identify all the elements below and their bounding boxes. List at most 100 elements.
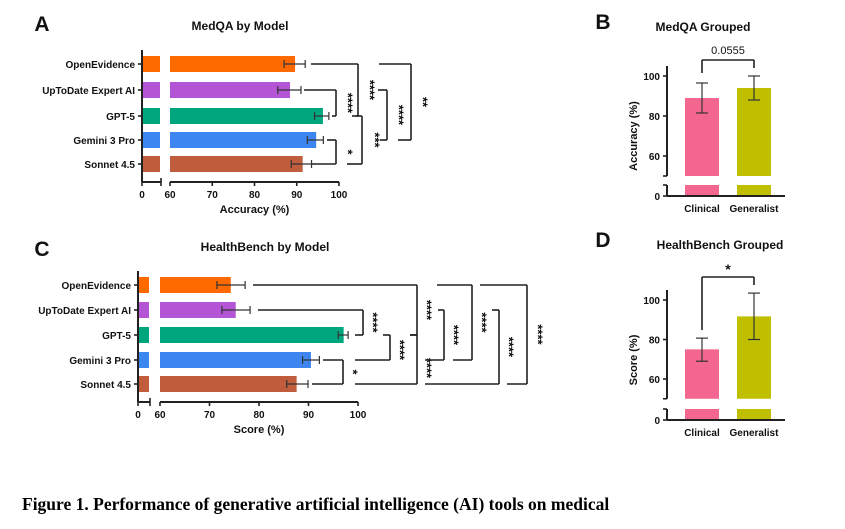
significance-bracket: **** (480, 284, 546, 385)
category-label: Gemini 3 Pro (73, 136, 135, 147)
significance-bracket: * (312, 139, 356, 165)
category-label: OpenEvidence (62, 281, 132, 292)
bar-sonnet-4.5-low (143, 156, 160, 172)
significance-bracket: **** (253, 284, 435, 336)
significance-label: **** (420, 300, 435, 321)
category-label: UpToDate Expert AI (38, 306, 131, 317)
significance-label: **** (447, 325, 462, 346)
panel-letter: A (34, 13, 49, 36)
x-tick-label: Clinical (684, 428, 720, 439)
significance-bracket: **** (437, 284, 490, 361)
significance-bracket: **** (425, 309, 462, 361)
panel-B: B MedQA Grouped 0 60 80 100 Accuracy (%) Clinic… (595, 11, 785, 215)
significance-bracket: *** (347, 115, 383, 165)
significance-bracket: **** (311, 63, 378, 117)
panel-letter: C (34, 238, 49, 261)
significance-bracket: * (312, 359, 361, 385)
bar-gpt-5-low (143, 108, 160, 124)
x-tick-label: 100 (331, 190, 348, 201)
significance-label: **** (475, 312, 490, 333)
bar-gpt-5 (160, 327, 344, 343)
bar-clinical-low (685, 409, 719, 419)
x-tick-label: 0 (135, 410, 141, 421)
significance-label: **** (392, 105, 407, 126)
bar-openevidence (160, 277, 231, 293)
y-tick-label: 80 (649, 112, 661, 123)
x-tick-label: 0 (139, 190, 145, 201)
y-tick-label: 0 (654, 416, 660, 427)
bar-gemini-3-pro-low (143, 132, 160, 148)
panel-D: D HealthBench Grouped 0 60 80 100 Score (%) Cli… (595, 229, 785, 439)
x-tick-label: Generalist (730, 204, 780, 215)
category-label: Gemini 3 Pro (69, 356, 131, 367)
bar-gemini-3-pro (160, 352, 311, 368)
category-label: GPT-5 (102, 331, 131, 342)
significance-bracket: **** (378, 89, 407, 141)
panel-C: C HealthBench by Model 0 60 70 80 90 100 Score (… (34, 238, 545, 436)
chart-title: HealthBench by Model (201, 240, 330, 254)
x-tick-label: 80 (249, 190, 261, 201)
x-tick-label: Generalist (730, 428, 780, 439)
y-axis-label: Accuracy (%) (628, 101, 640, 171)
category-label: OpenEvidence (66, 60, 136, 71)
y-tick-label: 80 (649, 336, 661, 347)
y-axis-label: Score (%) (628, 334, 640, 385)
x-axis-label: Accuracy (%) (220, 204, 290, 216)
significance-label: * (341, 149, 356, 155)
y-tick-label: 100 (643, 296, 660, 307)
bar-uptodate-expert-ai-low (139, 302, 149, 318)
x-tick-label: 60 (164, 190, 176, 201)
x-tick-label: 90 (291, 190, 303, 201)
significance-bracket: 0.0555 (701, 45, 755, 73)
significance-bracket: **** (355, 334, 408, 361)
y-tick-label: 60 (649, 152, 661, 163)
y-tick-label: 60 (649, 375, 661, 386)
significance-bracket: **** (355, 334, 435, 385)
y-tick-label: 0 (654, 192, 660, 203)
bar-sonnet-4.5 (160, 376, 297, 392)
x-tick-label: 80 (253, 410, 265, 421)
bar-gpt-5-low (139, 327, 149, 343)
significance-label: **** (363, 80, 378, 101)
significance-label: **** (420, 358, 435, 379)
bar-uptodate-expert-ai-low (143, 82, 160, 98)
category-label: Sonnet 4.5 (84, 160, 135, 171)
significance-label: **** (502, 337, 517, 358)
bar-uptodate-expert-ai (170, 82, 290, 98)
significance-label: 0.0555 (711, 45, 745, 57)
figure-caption: Figure 1. Performance of generative arti… (22, 494, 610, 514)
x-tick-label: 90 (303, 410, 315, 421)
significance-label: *** (368, 132, 383, 148)
significance-label: * (346, 369, 361, 375)
significance-label: ** (416, 97, 431, 108)
panel-letter: B (595, 11, 610, 34)
significance-bracket: **** (304, 89, 356, 117)
significance-label: * (725, 261, 731, 277)
bar-gpt-5 (170, 108, 323, 124)
significance-label: **** (393, 340, 408, 361)
category-label: GPT-5 (106, 112, 135, 123)
bar-sonnet-4.5 (170, 156, 303, 172)
significance-bracket: **** (258, 309, 381, 336)
bar-generalist-low (737, 409, 771, 419)
significance-bracket: **** (425, 309, 517, 385)
x-tick-label: 70 (207, 190, 219, 201)
category-label: UpToDate Expert AI (42, 86, 135, 97)
y-tick-label: 100 (643, 72, 660, 83)
significance-label: **** (341, 93, 356, 114)
bar-openevidence-low (143, 56, 160, 72)
bar-openevidence-low (139, 277, 149, 293)
chart-title: MedQA by Model (192, 19, 289, 33)
bar-generalist (737, 88, 771, 176)
panel-A: A MedQA by Model 0 60 70 80 90 100 Accuracy (%) O… (34, 13, 430, 216)
x-tick-label: Clinical (684, 204, 720, 215)
x-tick-label: 100 (350, 410, 367, 421)
significance-bracket: * (701, 261, 755, 330)
bar-clinical-low (685, 185, 719, 195)
bar-openevidence (170, 56, 296, 72)
bar-gemini-3-pro-low (139, 352, 149, 368)
x-tick-label: 60 (154, 410, 166, 421)
chart-title: HealthBench Grouped (657, 238, 784, 252)
bar-sonnet-4.5-low (139, 376, 149, 392)
